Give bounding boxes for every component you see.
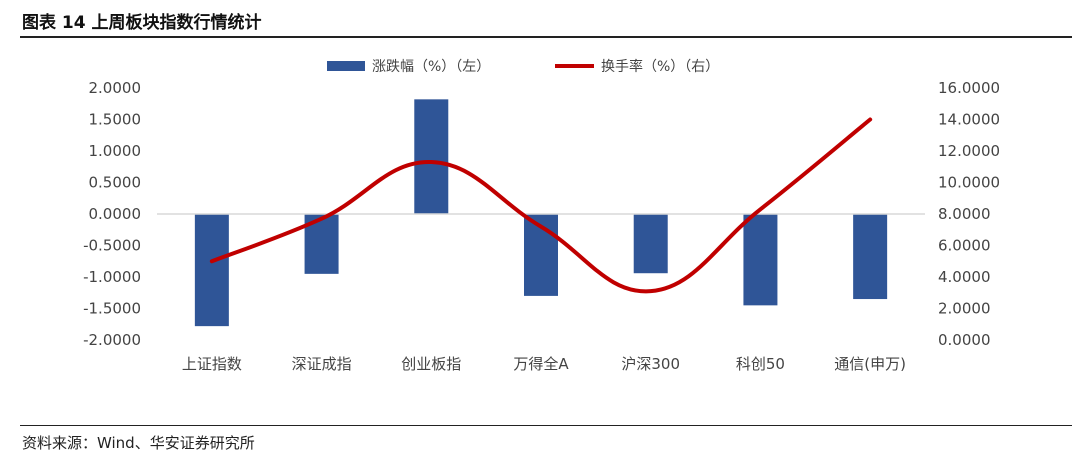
- category-label: 科创50: [736, 355, 785, 373]
- category-label: 深证成指: [292, 355, 352, 373]
- left-tick-label: -0.5000: [83, 237, 141, 255]
- bar-series: [194, 99, 888, 327]
- right-tick-label: 10.0000: [938, 174, 1000, 192]
- bar: [853, 214, 888, 300]
- legend: 涨跌幅（%）（左） 换手率（%）（右）: [327, 58, 719, 75]
- category-label: 上证指数: [182, 355, 242, 373]
- figure-title: 图表 14 上周板块指数行情统计: [22, 13, 262, 33]
- line-series: [209, 117, 873, 294]
- category-label: 万得全A: [513, 355, 569, 373]
- left-tick-label: -1.5000: [83, 300, 141, 318]
- left-tick-label: 2.0000: [89, 79, 142, 97]
- right-tick-label: 14.0000: [938, 111, 1000, 129]
- left-tick-label: -1.0000: [83, 268, 141, 286]
- turnover-line: [209, 117, 873, 294]
- bar: [743, 214, 778, 306]
- category-label: 创业板指: [401, 355, 461, 373]
- bar: [414, 99, 449, 214]
- right-tick-label: 2.0000: [938, 300, 991, 318]
- left-tick-label: 0.0000: [89, 205, 142, 223]
- right-tick-label: 6.0000: [938, 237, 991, 255]
- right-axis: 16.0000 14.0000 12.0000 10.0000 8.0000 6.0000…: [938, 79, 1000, 349]
- legend-bar-label: 涨跌幅（%）（左）: [372, 59, 490, 75]
- left-tick-label: 1.5000: [89, 111, 142, 129]
- category-label: 通信(申万): [834, 355, 906, 373]
- right-tick-label: 4.0000: [938, 268, 991, 286]
- source-note: 资料来源：Wind、华安证券研究所: [22, 434, 255, 452]
- top-rule: [20, 36, 1072, 38]
- right-tick-label: 8.0000: [938, 205, 991, 223]
- legend-line-label: 换手率（%）（右）: [601, 58, 719, 75]
- left-tick-label: 1.0000: [89, 142, 142, 160]
- legend-bar-swatch: [327, 61, 365, 71]
- right-tick-label: 0.0000: [938, 331, 991, 349]
- bottom-rule: [20, 425, 1072, 426]
- combo-chart: 涨跌幅（%）（左） 换手率（%）（右） 2.0000 1.5000 1.0000 0.…: [83, 58, 1000, 373]
- left-tick-label: -2.0000: [83, 331, 141, 349]
- left-axis: 2.0000 1.5000 1.0000 0.5000 0.0000 -0.5000 -1.…: [83, 79, 141, 349]
- category-axis: 上证指数 深证成指 创业板指 万得全A 沪深300 科创50 通信(申万): [182, 355, 906, 373]
- bar: [194, 214, 229, 327]
- bar: [633, 214, 668, 274]
- left-tick-label: 0.5000: [89, 174, 142, 192]
- right-tick-label: 12.0000: [938, 142, 1000, 160]
- right-tick-label: 16.0000: [938, 79, 1000, 97]
- category-label: 沪深300: [621, 355, 680, 373]
